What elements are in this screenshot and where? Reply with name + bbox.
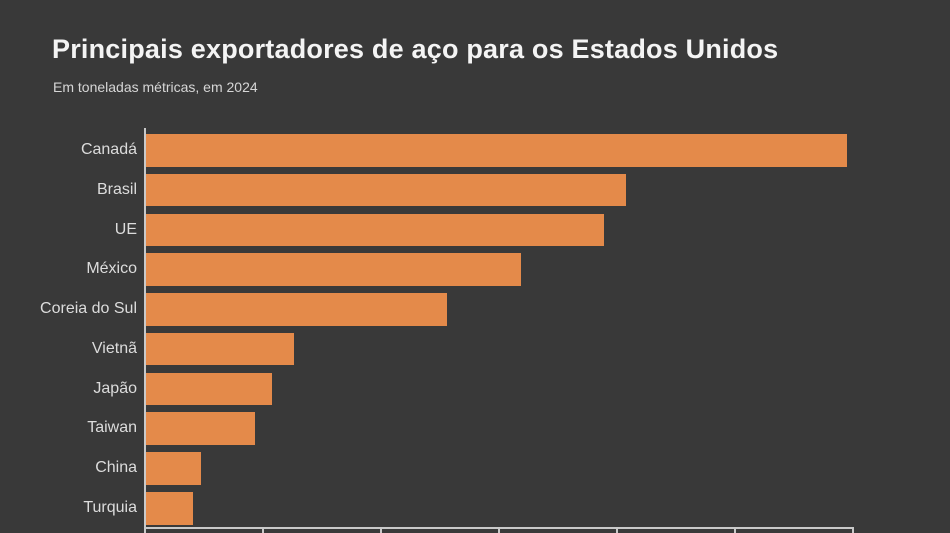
category-label: Vietnã bbox=[91, 339, 137, 357]
category-label: China bbox=[95, 459, 137, 477]
category-label: Taiwan bbox=[87, 419, 137, 437]
bar-ue bbox=[146, 213, 604, 247]
category-label: Canadá bbox=[80, 141, 137, 158]
bar-brasil bbox=[146, 173, 627, 207]
x-axis-tick bbox=[616, 529, 618, 533]
category-label: Brasil bbox=[96, 180, 137, 198]
x-axis-tick bbox=[852, 529, 854, 533]
x-axis-tick bbox=[380, 529, 382, 533]
x-axis-tick bbox=[144, 529, 146, 533]
bar-vietnã bbox=[146, 332, 294, 366]
chart-subtitle: Em toneladas métricas, em 2024 bbox=[53, 79, 258, 95]
x-axis-line bbox=[144, 527, 854, 529]
chart-title: Principais exportadores de aço para os E… bbox=[52, 34, 779, 64]
bar-china bbox=[146, 452, 202, 485]
bar-turquia bbox=[146, 492, 194, 525]
x-axis-tick bbox=[734, 529, 736, 533]
bar-taiwan bbox=[146, 412, 255, 445]
category-label: Coreia do Sul bbox=[40, 300, 137, 318]
category-label: UE bbox=[114, 220, 137, 238]
bar-méxico bbox=[146, 253, 522, 286]
category-label: México bbox=[86, 260, 137, 278]
category-label: Turquia bbox=[83, 499, 137, 517]
x-axis-tick bbox=[262, 529, 264, 533]
y-axis-line bbox=[144, 128, 146, 529]
category-label: Japão bbox=[93, 379, 137, 397]
bar-canadá bbox=[146, 134, 847, 167]
bar-chart-plot-area: Canadá Brasil UE México Coreia do Sul Vietnã J… bbox=[0, 128, 950, 533]
x-axis-tick bbox=[498, 529, 500, 533]
bar-coreia-do-sul bbox=[146, 293, 447, 326]
bar-japão bbox=[146, 372, 273, 406]
